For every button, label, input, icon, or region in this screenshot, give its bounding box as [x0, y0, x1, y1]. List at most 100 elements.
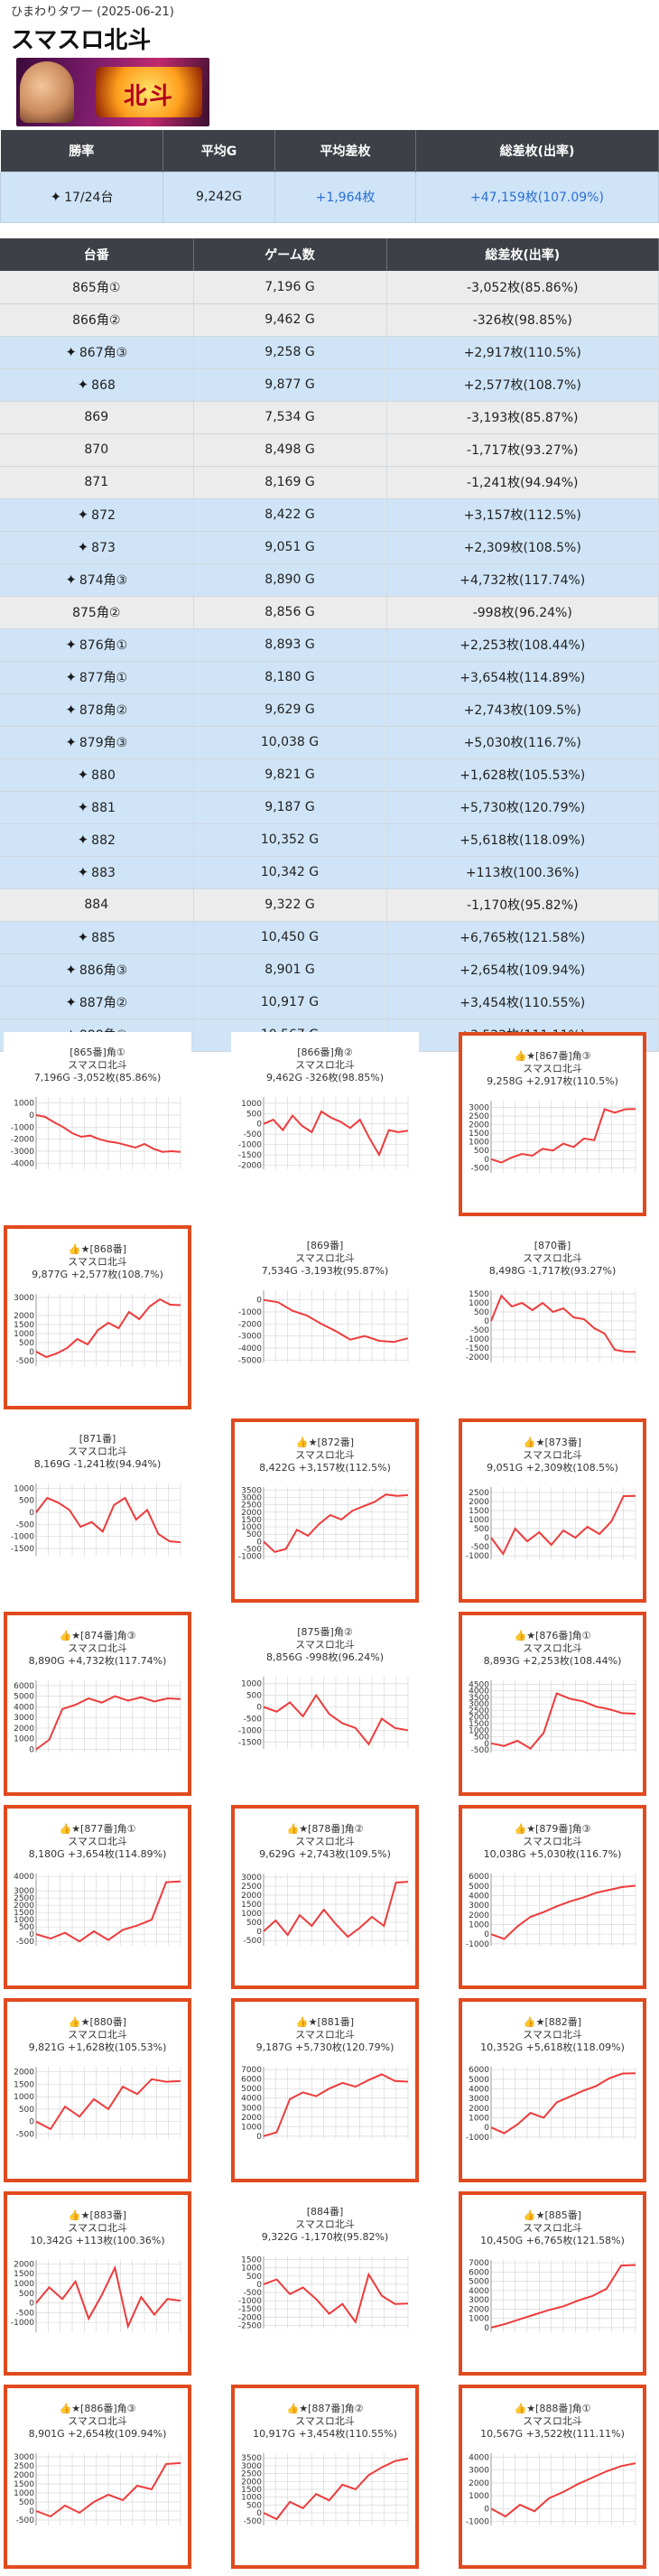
chart-card[interactable]: 👍★[877番]角① スマスロ北斗 8,180G +3,654枚(114.89%) 4…	[4, 1805, 191, 1989]
chart-card-machine: スマスロ北斗	[68, 2029, 127, 2041]
chart-card-machine: スマスロ北斗	[68, 1642, 127, 1654]
unit-diff: -1,717枚(93.27%)	[386, 433, 659, 467]
chart-card[interactable]: [866番]角② スマスロ北斗 9,462G -326枚(98.85%) 1000 50…	[231, 1032, 419, 1216]
thumbs-up-icon: 👍	[68, 2016, 81, 2028]
unit-id: ✦ 879角③	[0, 726, 194, 759]
chart-card-label: [875番]角②	[297, 1626, 353, 1638]
diff-series-line	[35, 2078, 181, 2131]
y-tick-label: 2500	[469, 1706, 489, 1716]
y-tick-label: -2000	[238, 2313, 262, 2322]
y-tick-label: 2000	[469, 1911, 489, 1920]
y-tick-label: 7000	[241, 2066, 262, 2075]
chart-card[interactable]: 👍★[872番] スマスロ北斗 8,422G +3,157枚(112.5%) 3500…	[231, 1418, 419, 1603]
chart-card-stats: 8,180G +3,654枚(114.89%)	[28, 1848, 167, 1860]
y-tick-label: 2000	[469, 2479, 489, 2488]
chart-card[interactable]: [871番] スマスロ北斗 8,169G -1,241枚(94.94%) 1000 50…	[4, 1418, 191, 1603]
y-tick-label: 0	[256, 1538, 262, 1547]
chart-card[interactable]: 👍★[887番]角② スマスロ北斗 10,917G +3,454枚(110.55%)…	[231, 2385, 419, 2569]
y-tick-label: 1000	[469, 1299, 489, 1308]
diff-series-line	[263, 1110, 409, 1158]
thumbs-up-icon: 👍	[295, 1437, 309, 1448]
chart-card-machine: スマスロ北斗	[68, 1256, 127, 1268]
y-tick-label: 1500	[241, 2256, 262, 2265]
sparkle-icon: ✦	[65, 637, 77, 653]
thumbs-up-icon: 👍	[523, 1437, 536, 1448]
chart-card[interactable]: 👍★[880番] スマスロ北斗 9,821G +1,628枚(105.53%) 200…	[4, 1998, 191, 2182]
chart-card[interactable]: [870番] スマスロ北斗 8,498G -1,717枚(93.27%) 1500 10…	[459, 1225, 646, 1409]
unit-games: 8,901 G	[193, 953, 387, 987]
chart-card[interactable]: 👍★[874番]角③ スマスロ北斗 8,890G +4,732枚(117.74%) 6…	[4, 1612, 191, 1796]
y-tick-label: 0	[256, 1121, 262, 1130]
chart-card[interactable]: 👍★[876番]角① スマスロ北斗 8,893G +2,253枚(108.44%) 4…	[459, 1612, 646, 1796]
chart-card[interactable]: [865番]角① スマスロ北斗 7,196G -3,052枚(85.86%) 1000…	[4, 1032, 191, 1216]
y-tick-label: 2000	[469, 1498, 489, 1507]
y-tick-label: 1000	[14, 1330, 34, 1339]
table-row: 869 7,534 G -3,193枚(85.87%)	[0, 401, 659, 434]
sparkle-icon: ✦	[50, 189, 62, 205]
y-tick-label: 1500	[469, 1130, 489, 1139]
sparkle-icon: ✦	[65, 344, 77, 360]
y-tick-label: 3000	[469, 2467, 489, 2476]
unit-id: 866角②	[0, 303, 194, 337]
y-tick-label: 0	[484, 1534, 489, 1543]
chart-card[interactable]: 👍★[868番] スマスロ北斗 9,877G +2,577枚(108.7%) 3000…	[4, 1225, 191, 1409]
table-row: 871 8,169 G -1,241枚(94.94%)	[0, 466, 659, 499]
thumbs-up-icon: 👍	[59, 1823, 72, 1835]
chart-card-machine: スマスロ北斗	[523, 1642, 582, 1654]
y-tick-label: 0	[256, 1928, 262, 1937]
thumbs-up-icon: 👍	[523, 2209, 536, 2221]
y-tick-label: 0	[29, 2300, 34, 2309]
chart-card[interactable]: 👍★[867番]角③ スマスロ北斗 9,258G +2,917枚(110.5%) 30…	[459, 1032, 646, 1216]
chart-card[interactable]: 👍★[886番]角③ スマスロ北斗 8,901G +2,654枚(109.94%) 3…	[4, 2385, 191, 2569]
y-tick-label: -1000	[11, 1533, 34, 1542]
chart-card-stats: 7,196G -3,052枚(85.86%)	[33, 1072, 162, 1083]
chart-card[interactable]: [875番]角② スマスロ北斗 8,856G -998枚(96.24%) 1000 50…	[231, 1612, 419, 1796]
chart-card[interactable]: 👍★[878番]角② スマスロ北斗 9,629G +2,743枚(109.5%) 30…	[231, 1805, 419, 1989]
chart-card-label: ★[880番]	[80, 2016, 127, 2028]
y-tick-label: 4000	[14, 1873, 34, 1882]
diff-line-chart: 4000 3000 2000 1000 0 -1000	[466, 2453, 636, 2527]
thumbs-up-icon: 👍	[514, 1823, 527, 1835]
unit-games: 8,169 G	[193, 466, 387, 499]
unit-diff: -3,193枚(85.87%)	[386, 401, 659, 434]
chart-card-stats: 9,821G +1,628枚(105.53%)	[28, 2041, 167, 2053]
chart-card[interactable]: 👍★[881番] スマスロ北斗 9,187G +5,730枚(120.79%) 700…	[231, 1998, 419, 2182]
y-tick-label: 1500	[14, 1321, 34, 1330]
y-tick-label: 3500	[241, 2454, 262, 2463]
chart-card[interactable]: 👍★[883番] スマスロ北斗 10,342G +113枚(100.36%) 2000…	[4, 2191, 191, 2376]
y-tick-label: 2500	[14, 2462, 34, 2471]
diff-series-line	[490, 1294, 636, 1353]
chart-card[interactable]: [884番] スマスロ北斗 9,322G -1,170枚(95.82%) 1500 10…	[231, 2191, 419, 2376]
chart-card[interactable]: 👍★[882番] スマスロ北斗 10,352G +5,618枚(118.09%) 60…	[459, 1998, 646, 2182]
chart-card-machine: スマスロ北斗	[295, 1836, 355, 1847]
summary-header-total: 総差枚(出率)	[415, 130, 659, 172]
unit-diff: +4,732枚(117.74%)	[386, 563, 659, 597]
y-tick-label: 4000	[241, 2095, 262, 2104]
y-tick-label: 1000	[469, 1516, 489, 1525]
unit-id: ✦ 885	[0, 921, 194, 954]
chart-card-machine: スマスロ北斗	[523, 2415, 582, 2427]
chart-card-label: ★[887番]角②	[299, 2403, 364, 2414]
chart-card[interactable]: 👍★[873番] スマスロ北斗 9,051G +2,309枚(108.5%) 2500…	[459, 1418, 646, 1603]
y-tick-label: 0	[484, 1156, 489, 1165]
chart-card-header: 👍★[882番] スマスロ北斗 10,352G +5,618枚(118.09%)	[462, 2016, 643, 2054]
chart-card[interactable]: [869番] スマスロ北斗 7,534G -3,193枚(95.87%) 0 -1000…	[231, 1225, 419, 1409]
y-tick-label: 2000	[14, 2260, 34, 2269]
thumbs-up-icon: 👍	[514, 2403, 527, 2414]
y-tick-label: 3500	[469, 1694, 489, 1703]
y-tick-label: -2000	[238, 1320, 262, 1329]
chart-card[interactable]: 👍★[885番] スマスロ北斗 10,450G +6,765枚(121.58%) 70…	[459, 2191, 646, 2376]
character-face-image	[20, 61, 74, 123]
chart-card-machine: スマスロ北斗	[523, 1449, 582, 1461]
y-tick-label: 500	[246, 1110, 262, 1119]
y-tick-label: 1000	[469, 1139, 489, 1148]
chart-card[interactable]: 👍★[879番]角③ スマスロ北斗 10,038G +5,030枚(116.7%) 6…	[459, 1805, 646, 1989]
y-tick-label: 0	[29, 2118, 34, 2127]
unit-diff: +2,743枚(109.5%)	[386, 693, 659, 727]
y-tick-label: 6000	[469, 1873, 489, 1882]
chart-card[interactable]: 👍★[888番]角① スマスロ北斗 10,567G +3,522枚(111.11%)…	[459, 2385, 646, 2569]
diff-series-line	[490, 1108, 636, 1164]
